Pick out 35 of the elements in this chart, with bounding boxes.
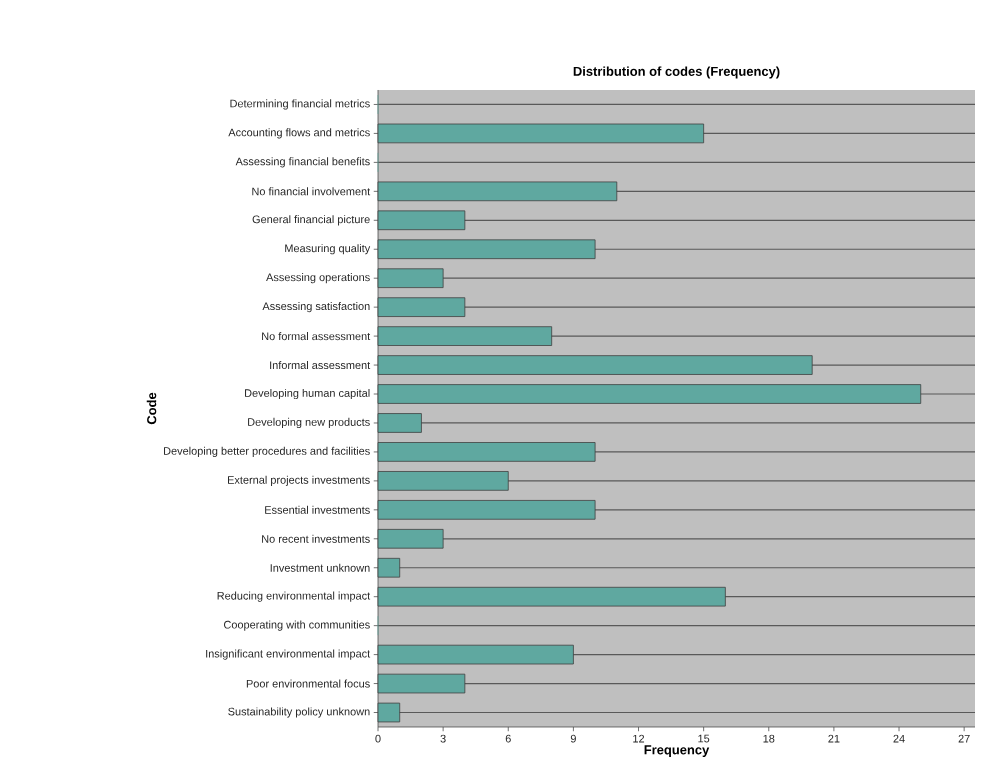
x-tick-label: 18	[763, 734, 775, 743]
y-tick-label: Insignificant environmental impact	[206, 649, 371, 660]
y-tick-label: Determining financial metrics	[230, 99, 370, 110]
y-tick-label: No financial involvement	[252, 187, 371, 196]
x-tick-label: 0	[375, 734, 381, 743]
y-tick-label: External projects investments	[228, 475, 370, 486]
y-tick-label: Assessing satisfaction	[262, 302, 370, 313]
y-tick-label: Informal assessment	[270, 361, 371, 370]
x-tick-label: 3	[440, 734, 446, 743]
y-tick-label: Reducing environmental impact	[217, 591, 371, 602]
x-tick-label: 24	[893, 734, 905, 743]
y-tick-label: Poor environmental focus	[246, 679, 370, 688]
y-tick-label: Investment unknown	[270, 563, 370, 572]
x-tick-label: 21	[828, 734, 840, 743]
y-tick-label: Cooperating with communities	[224, 620, 370, 631]
x-tick-label: 6	[505, 734, 511, 743]
x-axis-title: Frequency	[644, 745, 710, 757]
x-tick-label: 9	[570, 734, 576, 743]
y-tick-label: Assessing financial benefits	[235, 157, 370, 168]
y-tick-label: Sustainability policy unknown	[228, 707, 370, 718]
y-tick-label: No recent investments	[262, 534, 370, 543]
x-tick-label: 27	[958, 734, 970, 743]
y-axis-title: Code	[146, 392, 157, 425]
y-tick-label: Accounting flows and metrics	[228, 128, 370, 139]
y-tick-label: General financial picture	[252, 215, 370, 226]
y-tick-label: Essential investments	[265, 505, 370, 514]
y-tick-label: Assessing operations	[266, 273, 370, 284]
y-tick-label: Developing new products	[248, 417, 370, 429]
y-tick-label: Measuring quality	[285, 244, 371, 255]
y-tick-label: Developing human capital	[245, 388, 370, 400]
chart-title: Distribution of codes (Frequency)	[573, 66, 780, 79]
y-tick-label: Developing better procedures and facilities	[164, 446, 370, 458]
x-tick-label: 12	[633, 734, 645, 743]
y-tick-label: No formal assessment	[262, 332, 371, 341]
x-tick-label: 15	[698, 734, 710, 743]
